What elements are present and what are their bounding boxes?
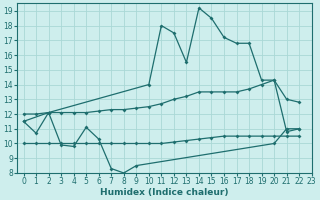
X-axis label: Humidex (Indice chaleur): Humidex (Indice chaleur) — [100, 188, 229, 197]
